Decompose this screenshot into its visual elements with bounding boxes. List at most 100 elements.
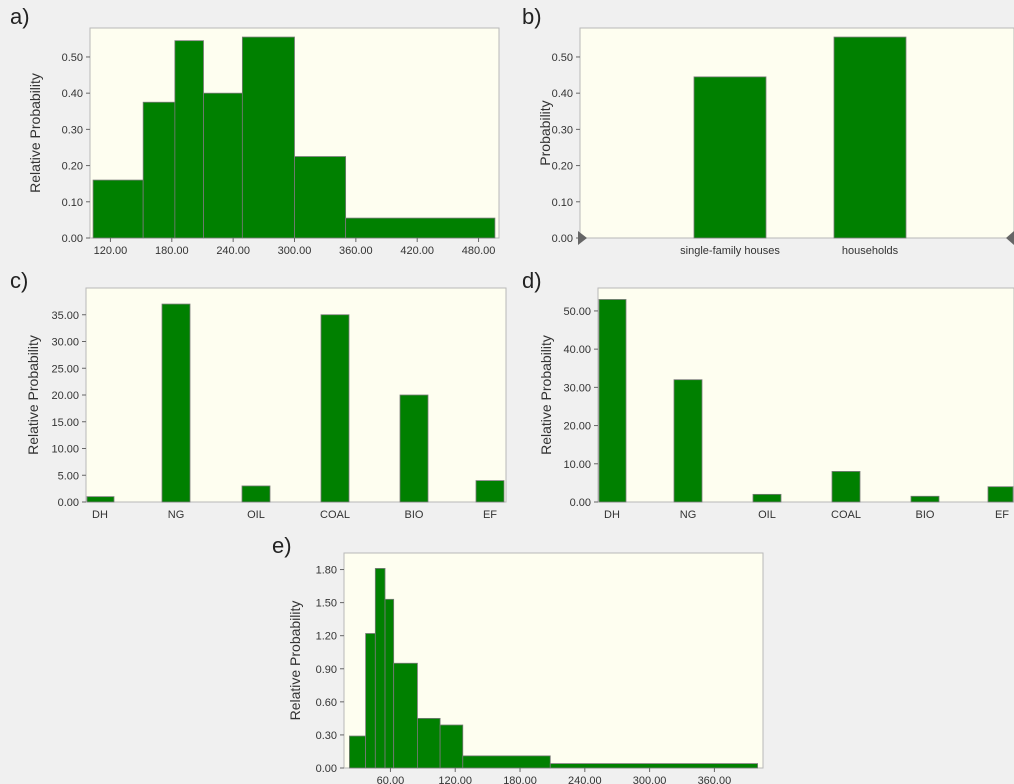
panel-e-bar <box>384 598 395 769</box>
panel-a-bar <box>203 92 243 239</box>
panel-e-letter: e) <box>272 533 292 558</box>
panel-e-xtick-label: 360.00 <box>698 775 732 784</box>
panel-c-bar <box>86 496 115 503</box>
panel-c-ytick-label: 10.00 <box>51 444 79 456</box>
panel-b-bar <box>833 36 907 239</box>
panel-c-ytick-label: 20.00 <box>51 390 79 402</box>
panel-a-bar <box>174 40 204 239</box>
panel-a-ytick-label: 0.20 <box>62 161 83 173</box>
panel-e-ylabel: Relative Probability <box>287 601 303 721</box>
panel-c-category-label: COAL <box>320 509 350 521</box>
panel-a-xtick-label: 180.00 <box>155 245 189 257</box>
panel-d-category-label: OIL <box>758 509 776 521</box>
panel-d-bar <box>910 495 940 503</box>
panel-c-ytick-label: 35.00 <box>51 310 79 322</box>
panel-e-xtick-label: 300.00 <box>633 775 667 784</box>
panel-a-xtick-label: 480.00 <box>462 245 496 257</box>
panel-b-ytick-label: 0.00 <box>552 233 573 245</box>
panel-e-ytick-label: 0.90 <box>316 664 337 676</box>
panel-c-ytick-label: 0.00 <box>58 497 79 509</box>
panel-c-ylabel: Relative Probability <box>25 335 41 455</box>
panel-b-bar <box>693 76 767 239</box>
panel-b-ytick-label: 0.50 <box>552 52 573 64</box>
panel-d-letter: d) <box>522 268 542 293</box>
panel-a-ytick-label: 0.40 <box>62 88 83 100</box>
panel-c-bar <box>320 314 350 503</box>
panel-d-category-label: DH <box>604 509 620 521</box>
panel-e-bar <box>374 568 386 769</box>
panel-c-ytick-label: 15.00 <box>51 417 79 429</box>
panel-c-category-label: DH <box>92 509 108 521</box>
panel-d-category-label: BIO <box>916 509 935 521</box>
panel-a-bar <box>294 156 347 239</box>
panel-c-ytick-label: 30.00 <box>51 337 79 349</box>
panel-c-category-label: BIO <box>405 509 424 521</box>
panel-d-ytick-label: 20.00 <box>563 421 591 433</box>
panel-a-ytick-label: 0.10 <box>62 197 83 209</box>
panel-e-xtick-label: 120.00 <box>438 775 472 784</box>
panel-d-category-label: NG <box>680 509 697 521</box>
panel-e-ytick-label: 1.50 <box>316 598 337 610</box>
panel-c-category-label: OIL <box>247 509 265 521</box>
panel-e-bar <box>365 633 376 769</box>
panel-d-ytick-label: 10.00 <box>563 459 591 471</box>
panel-e-xtick-label: 240.00 <box>568 775 602 784</box>
panel-a-bar <box>142 101 176 239</box>
panel-c-ytick-label: 25.00 <box>51 363 79 375</box>
panel-a-xtick-label: 420.00 <box>400 245 434 257</box>
panel-b-ytick-label: 0.40 <box>552 88 573 100</box>
panel-d-bar <box>831 471 861 503</box>
panel-c-category-label: EF <box>483 509 497 521</box>
panel-d-plot-area <box>597 287 1014 503</box>
panel-a-bar <box>345 217 496 239</box>
panel-d-ytick-label: 40.00 <box>563 344 591 356</box>
panel-e-ytick-label: 0.00 <box>316 763 337 775</box>
panel-e-bar <box>417 717 441 769</box>
panel-e-ytick-label: 1.80 <box>316 565 337 577</box>
panel-a-ytick-label: 0.30 <box>62 124 83 136</box>
panel-a-ytick-label: 0.00 <box>62 233 83 245</box>
panel-c-bar <box>475 480 505 503</box>
panel-a-xtick-label: 300.00 <box>278 245 312 257</box>
panel-c-bar <box>399 394 429 503</box>
panel-d-ytick-label: 0.00 <box>570 497 591 509</box>
panel-e-xtick-label: 180.00 <box>503 775 537 784</box>
panel-b-ylabel: Probability <box>537 100 553 165</box>
panel-b-axis-end-marker <box>1006 231 1014 245</box>
panel-e-bar <box>549 763 759 769</box>
panel-b-category-label: households <box>842 245 899 257</box>
panel-e-xtick-label: 60.00 <box>377 775 405 784</box>
panel-b-ytick-label: 0.10 <box>552 197 573 209</box>
panel-e-bar <box>462 755 551 769</box>
panel-d-ylabel: Relative Probability <box>538 335 554 455</box>
panel-c-bar <box>161 303 191 503</box>
panel-c-letter: c) <box>10 268 28 293</box>
panel-a-ytick-label: 0.50 <box>62 52 83 64</box>
panel-e-bar <box>439 724 464 769</box>
panel-e-ytick-label: 0.60 <box>316 697 337 709</box>
panel-c-category-label: NG <box>168 509 185 521</box>
panel-a-xtick-label: 360.00 <box>339 245 373 257</box>
panel-d-category-label: EF <box>995 509 1009 521</box>
panel-a-bar <box>92 179 144 239</box>
panel-b-category-label: single-family houses <box>680 245 780 257</box>
panel-a-bar <box>241 36 295 239</box>
panel-b-plot-area <box>579 27 1014 239</box>
panel-d-ytick-label: 30.00 <box>563 382 591 394</box>
panel-b-ytick-label: 0.30 <box>552 124 573 136</box>
panel-d-category-label: COAL <box>831 509 861 521</box>
panel-d-bar <box>673 379 703 503</box>
panel-a-letter: a) <box>10 4 30 29</box>
panel-e-bar <box>393 662 418 769</box>
panel-a-xtick-label: 120.00 <box>94 245 128 257</box>
panel-b-axis-start-marker <box>578 231 587 245</box>
panel-d-bar <box>987 486 1014 503</box>
panel-d-bar <box>752 493 782 503</box>
panel-e-ytick-label: 0.30 <box>316 730 337 742</box>
panel-c-plot-area <box>85 287 507 503</box>
panel-d-bar <box>598 299 627 503</box>
panel-a-xtick-label: 240.00 <box>216 245 250 257</box>
panel-d-ytick-label: 50.00 <box>563 306 591 318</box>
panel-c-ytick-label: 5.00 <box>58 470 79 482</box>
